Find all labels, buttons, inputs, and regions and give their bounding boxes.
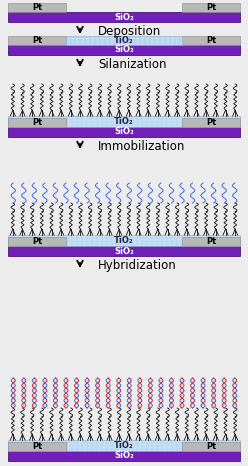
Text: TiO₂: TiO₂ xyxy=(114,36,134,45)
Bar xyxy=(182,442,240,451)
Bar xyxy=(8,442,66,451)
Text: SiO₂: SiO₂ xyxy=(114,128,134,137)
Bar xyxy=(8,3,66,12)
Text: Pt: Pt xyxy=(206,442,216,451)
Bar xyxy=(8,12,240,22)
Bar xyxy=(8,235,240,246)
Text: Deposition: Deposition xyxy=(98,26,161,39)
Text: Pt: Pt xyxy=(206,36,216,45)
Text: Pt: Pt xyxy=(32,237,42,246)
Bar xyxy=(8,45,240,55)
Text: Pt: Pt xyxy=(32,3,42,12)
Text: Pt: Pt xyxy=(206,118,216,127)
Text: TiO₂: TiO₂ xyxy=(114,117,134,126)
Text: Pt: Pt xyxy=(32,118,42,127)
Text: Immobilization: Immobilization xyxy=(98,141,185,153)
Bar xyxy=(8,451,240,461)
Text: Hybridization: Hybridization xyxy=(98,260,177,273)
Text: SiO₂: SiO₂ xyxy=(114,247,134,255)
Bar xyxy=(182,118,240,127)
Bar xyxy=(8,36,66,45)
Bar xyxy=(182,36,240,45)
Text: Pt: Pt xyxy=(206,237,216,246)
Text: TiO₂: TiO₂ xyxy=(114,441,134,450)
Text: Pt: Pt xyxy=(206,3,216,12)
Bar xyxy=(8,127,240,137)
Text: SiO₂: SiO₂ xyxy=(114,46,134,55)
Text: SiO₂: SiO₂ xyxy=(114,13,134,21)
Text: SiO₂: SiO₂ xyxy=(114,452,134,460)
Bar xyxy=(8,118,66,127)
Bar xyxy=(66,36,182,45)
Text: Pt: Pt xyxy=(32,36,42,45)
Text: TiO₂: TiO₂ xyxy=(114,236,134,245)
Text: Silanization: Silanization xyxy=(98,59,166,71)
Bar xyxy=(182,3,240,12)
Bar xyxy=(8,116,240,127)
Bar xyxy=(8,440,240,451)
Bar xyxy=(8,246,240,256)
Text: Pt: Pt xyxy=(32,442,42,451)
Bar xyxy=(8,237,66,246)
Bar xyxy=(182,237,240,246)
